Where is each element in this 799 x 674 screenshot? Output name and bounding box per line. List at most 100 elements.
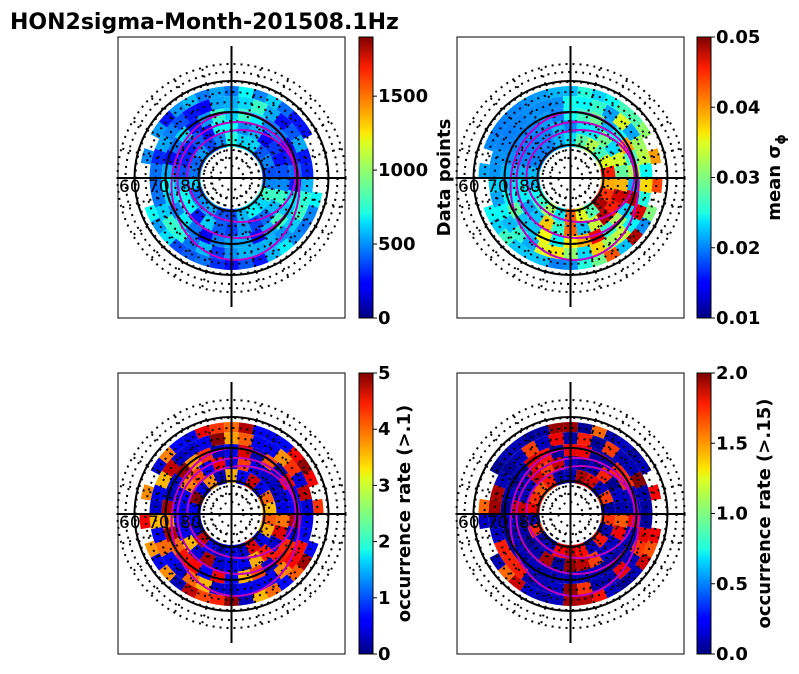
- colorbar-tick-label: 0.01: [716, 308, 760, 329]
- grid-spoke: [244, 93, 316, 165]
- heatmap-cell: [615, 574, 633, 592]
- grid-spoke: [583, 93, 655, 165]
- grid-spoke: [235, 533, 264, 629]
- heatmap-cell: [150, 526, 167, 544]
- grid-spoke: [574, 63, 603, 159]
- grid-spoke: [240, 75, 292, 162]
- heatmap-cell: [188, 543, 206, 562]
- heatmap-cell: [264, 246, 282, 263]
- heatmap-cell: [276, 574, 294, 592]
- heatmap-cell: [547, 257, 564, 270]
- heatmap-cell: [208, 593, 225, 606]
- heatmap-cell: [264, 582, 282, 599]
- heatmap-cell: [596, 130, 614, 149]
- heatmap-cell: [576, 581, 593, 596]
- colorbar-tick-label: 1.0: [716, 504, 748, 525]
- heatmap-cell: [547, 593, 564, 606]
- heatmap-cell: [604, 475, 622, 494]
- lat-circle: [164, 111, 299, 245]
- colorbar-tick-label: 0.03: [716, 168, 760, 189]
- heatmap-cell: [155, 539, 172, 558]
- grid-spoke: [486, 429, 558, 501]
- colorbar-tick-label: 500: [378, 234, 416, 255]
- colorbar-tick-label: 1500: [378, 86, 428, 107]
- heatmap-cell: [264, 93, 282, 110]
- grid-spoke: [587, 523, 674, 574]
- heatmap-cell: [520, 429, 538, 446]
- heatmap-cell: [236, 556, 253, 572]
- heatmap-cell: [489, 553, 506, 571]
- heatmap-cell: [575, 220, 592, 236]
- heatmap-cell: [180, 534, 198, 553]
- grid-spoke: [171, 530, 223, 617]
- grid-spoke: [467, 187, 554, 238]
- heatmap-cell: [238, 422, 255, 435]
- grid-ring: [455, 399, 686, 629]
- lat-circle: [503, 447, 638, 581]
- heatmap-cell: [575, 456, 592, 472]
- heatmap-cell: [508, 436, 526, 454]
- heatmap-cell: [194, 88, 212, 103]
- heatmap-cell: [150, 190, 167, 208]
- heatmap-cell: [237, 581, 254, 596]
- heatmap-cell: [247, 215, 265, 233]
- colorbar-tick-label: 0.04: [716, 97, 760, 118]
- heatmap-cell: [642, 540, 658, 558]
- polar-axes: [118, 46, 344, 307]
- grid-spoke: [240, 411, 292, 498]
- grid-spoke: [235, 197, 264, 293]
- heatmap-cell: [287, 228, 305, 246]
- lat-label: 70: [148, 177, 170, 197]
- grid-spoke: [510, 530, 562, 617]
- panel-mean-sigma: 60 70 80 0.01 0.02 0.03 0.04 0.05 mean σϕ: [452, 27, 789, 329]
- heatmap-cell: [150, 217, 167, 235]
- heatmap-cell: [483, 204, 499, 222]
- grid-spoke: [250, 146, 346, 174]
- heatmap-cell: [238, 86, 255, 99]
- heatmap-cell: [610, 487, 627, 504]
- heatmap-cell: [303, 540, 319, 558]
- heatmap-cell: [635, 553, 652, 571]
- colorbar-tick-label: 1000: [378, 160, 428, 181]
- heatmap-cell: [604, 198, 622, 217]
- grid-ring: [116, 399, 347, 629]
- heatmap-cell: [576, 245, 593, 260]
- heatmap-cell: [181, 429, 199, 446]
- heatmap-cell: [236, 120, 253, 136]
- heatmap-cell: [271, 487, 288, 504]
- grid-spoke: [579, 75, 631, 162]
- heatmap-cell: [158, 228, 176, 246]
- lat-label: 80: [180, 177, 202, 197]
- lat-label: 80: [519, 513, 541, 533]
- colorbar: [696, 372, 712, 655]
- heatmap-cell: [276, 436, 294, 454]
- heatmap-cell: [615, 238, 633, 256]
- lat-circle: [503, 111, 638, 245]
- heatmap-cell: [270, 461, 289, 480]
- heatmap-cell: [527, 207, 545, 226]
- grid-spoke: [199, 399, 228, 495]
- grid-ring: [455, 63, 686, 293]
- heatmap-cell: [626, 446, 644, 464]
- grid-spoke: [235, 399, 264, 495]
- colorbar-label: occurrence rate (>.1): [394, 405, 415, 622]
- heatmap-cell: [169, 100, 187, 118]
- grid-spoke: [128, 187, 215, 238]
- heatmap-cell: [577, 86, 594, 99]
- grid-spoke: [579, 194, 631, 281]
- grid-spoke: [128, 523, 215, 574]
- grid-spoke: [244, 191, 316, 263]
- grid-spoke: [574, 533, 603, 629]
- heatmap-cell: [513, 212, 532, 231]
- heatmap-cell: [181, 93, 199, 110]
- grid-ring: [116, 63, 347, 293]
- heatmap-cell: [275, 514, 290, 528]
- heatmap-cell: [158, 446, 176, 464]
- heatmap-cell: [626, 110, 644, 128]
- heatmap-cell: [547, 422, 564, 435]
- grid-spoke: [240, 194, 292, 281]
- heatmap-cell: [276, 100, 294, 118]
- heatmap-cell: [489, 190, 506, 208]
- colorbar-tick-label: 0: [378, 644, 391, 665]
- grid-spoke: [248, 118, 335, 169]
